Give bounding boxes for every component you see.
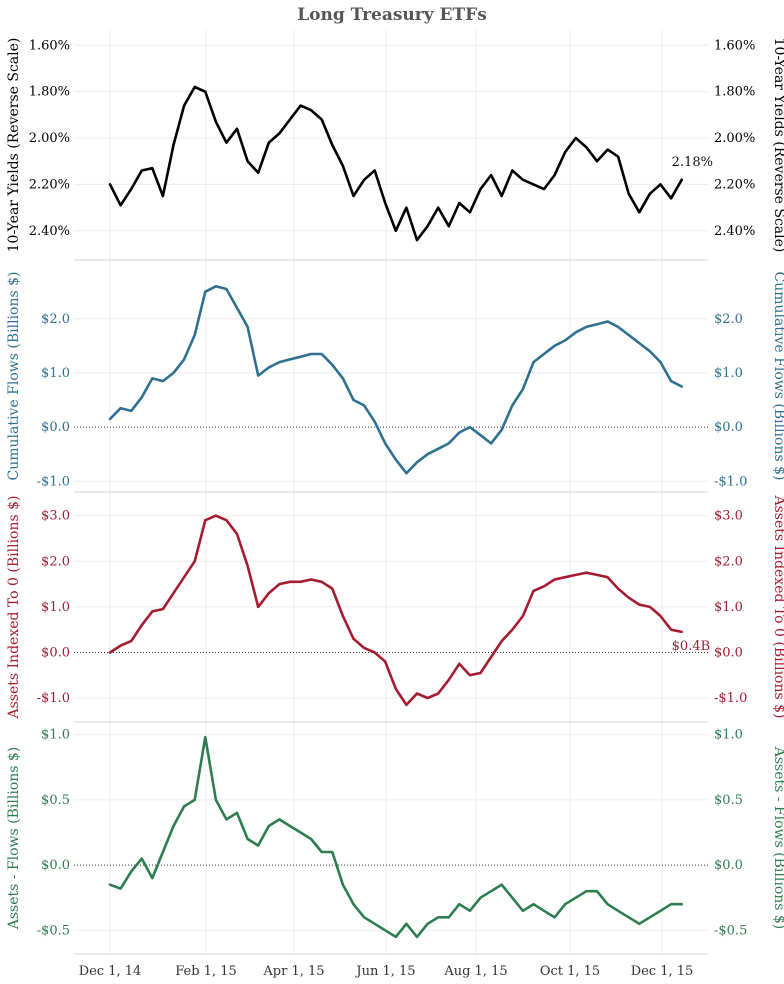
y-tick-label-left: $1.0 (41, 366, 70, 381)
x-tick-label: Oct 1, 15 (540, 964, 600, 979)
y-axis-label-right: Assets Indexed To 0 (Billions $) (771, 494, 784, 718)
y-tick-label-right: 2.40% (714, 224, 755, 239)
panel-yields: 1.60% 1.60% 1.80% 1.80% 2.00% 2.00% 2.20% 2.20%… (6, 38, 784, 261)
chart-panels: 1.60% 1.60% 1.80% 1.80% 2.00% 2.00% 2.20% 2.20%… (6, 30, 784, 955)
y-axis-label-left: Assets - Flows (Billions $) (6, 747, 22, 931)
y-tick-label-left: $0.5 (41, 793, 70, 808)
panel-assets: -$1.0 -$1.0 $0.0 $0.0 $1.0 $1.0 $2.0 $2.0 $3.0 $3… (6, 494, 784, 723)
series-line-flows (108, 285, 683, 475)
y-tick-label-left: $0.0 (41, 858, 70, 873)
y-axis-label-left: Cumulative Flows (Billions $) (6, 272, 22, 481)
y-tick-label-right: 2.20% (714, 177, 755, 192)
y-tick-label-right: $0.0 (714, 420, 743, 435)
x-axis: Dec 1, 14 Feb 1, 15 Apr 1, 15 Jun 1, 15 Aug … (79, 964, 694, 979)
y-tick-label-right: $2.0 (714, 554, 743, 569)
end-value-label-yields: 2.18% (672, 155, 713, 170)
y-tick-label-left: $2.0 (41, 312, 70, 327)
y-axis-label-left: 10-Year Yields (Reverse Scale) (6, 38, 22, 253)
y-tick-label-left: $1.0 (41, 728, 70, 743)
y-tick-label-right: $3.0 (714, 509, 743, 524)
panel-flows: -$1.0 -$1.0 $0.0 $0.0 $1.0 $1.0 $2.0 $2.0 Cumula… (6, 272, 784, 493)
y-tick-label-right: $1.0 (714, 600, 743, 615)
y-tick-label-left: $3.0 (41, 509, 70, 524)
y-tick-label-left: 2.20% (29, 177, 70, 192)
y-tick-label-right: 2.00% (714, 131, 755, 146)
y-tick-label-right: $0.0 (714, 858, 743, 873)
y-tick-label-left: -$1.0 (37, 474, 70, 489)
y-tick-label-right: $0.5 (714, 793, 743, 808)
x-tick-label: Apr 1, 15 (262, 964, 324, 979)
y-axis-label-right: Cumulative Flows (Billions $) (771, 272, 784, 481)
panel-diff: -$0.5 -$0.5 $0.0 $0.0 $0.5 $0.5 $1.0 $1.0 Assets… (6, 728, 784, 955)
x-tick-label: Jun 1, 15 (354, 964, 415, 979)
y-tick-label-left: -$1.0 (37, 691, 70, 706)
y-tick-label-left: $2.0 (41, 554, 70, 569)
y-tick-label-right: -$0.5 (714, 923, 747, 938)
y-tick-label-right: -$1.0 (714, 474, 747, 489)
y-tick-label-right: 1.80% (714, 85, 755, 100)
x-tick-label: Dec 1, 15 (631, 964, 694, 979)
series-line-diff (108, 735, 683, 939)
series-line-yields (108, 85, 683, 242)
y-axis-label-right: Assets - Flows (Billions $) (771, 746, 784, 930)
y-tick-label-right: $0.0 (714, 645, 743, 660)
y-tick-label-right: -$1.0 (714, 691, 747, 706)
y-tick-label-left: 1.80% (29, 85, 70, 100)
y-tick-label-left: $0.0 (41, 420, 70, 435)
series-line-assets (108, 514, 683, 707)
y-tick-label-right: 1.60% (714, 38, 755, 53)
y-tick-label-left: -$0.5 (37, 923, 70, 938)
y-axis-label-left: Assets Indexed To 0 (Billions $) (6, 495, 22, 719)
end-value-label-assets: $0.4B (672, 639, 711, 654)
y-axis-label-right: 10-Year Yields (Reverse Scale) (771, 38, 784, 253)
y-tick-label-left: $1.0 (41, 600, 70, 615)
y-tick-label-left: 2.00% (29, 131, 70, 146)
y-tick-label-left: 1.60% (29, 38, 70, 53)
y-tick-label-right: $1.0 (714, 728, 743, 743)
chart-title: Long Treasury ETFs (297, 5, 487, 25)
y-tick-label-left: 2.40% (29, 224, 70, 239)
x-tick-label: Aug 1, 15 (443, 964, 507, 979)
y-tick-label-right: $2.0 (714, 312, 743, 327)
x-tick-label: Feb 1, 15 (175, 964, 237, 979)
x-tick-label: Dec 1, 14 (79, 964, 142, 979)
y-tick-label-right: $1.0 (714, 366, 743, 381)
y-tick-label-left: $0.0 (41, 645, 70, 660)
